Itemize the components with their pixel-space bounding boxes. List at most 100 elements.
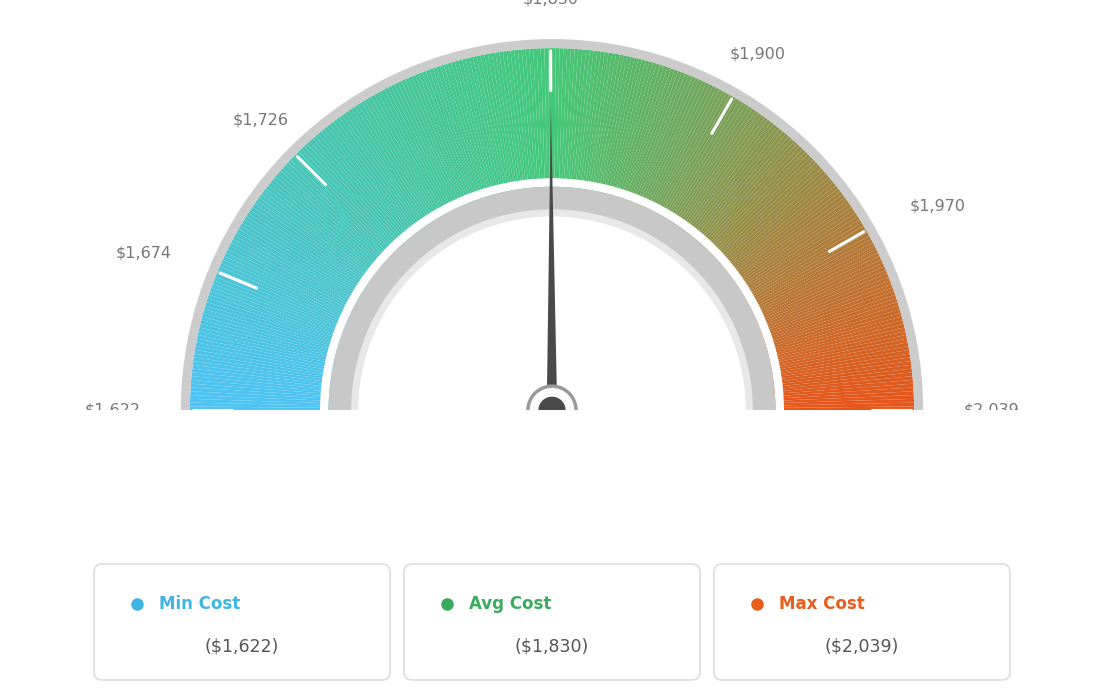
Wedge shape bbox=[238, 226, 362, 300]
Wedge shape bbox=[771, 357, 911, 380]
Wedge shape bbox=[665, 99, 740, 221]
Wedge shape bbox=[601, 57, 635, 195]
Wedge shape bbox=[327, 124, 416, 237]
Wedge shape bbox=[746, 239, 873, 308]
Wedge shape bbox=[518, 50, 533, 190]
Wedge shape bbox=[573, 50, 590, 190]
Wedge shape bbox=[349, 108, 429, 228]
Wedge shape bbox=[766, 324, 904, 359]
Wedge shape bbox=[593, 55, 624, 194]
Wedge shape bbox=[655, 89, 723, 216]
Wedge shape bbox=[211, 284, 346, 335]
Wedge shape bbox=[680, 115, 765, 232]
Wedge shape bbox=[275, 174, 385, 268]
Text: $1,622: $1,622 bbox=[84, 403, 140, 417]
Wedge shape bbox=[354, 104, 434, 225]
Wedge shape bbox=[321, 129, 413, 240]
Wedge shape bbox=[749, 246, 877, 312]
Wedge shape bbox=[461, 59, 499, 197]
Wedge shape bbox=[181, 39, 923, 410]
Wedge shape bbox=[426, 70, 477, 204]
Wedge shape bbox=[450, 61, 492, 198]
Wedge shape bbox=[318, 131, 412, 241]
Wedge shape bbox=[740, 219, 862, 296]
Wedge shape bbox=[758, 280, 891, 333]
Wedge shape bbox=[190, 388, 332, 399]
Wedge shape bbox=[195, 342, 336, 371]
Wedge shape bbox=[216, 270, 349, 327]
Wedge shape bbox=[194, 350, 335, 375]
Wedge shape bbox=[418, 72, 473, 205]
Wedge shape bbox=[692, 131, 786, 241]
Wedge shape bbox=[241, 223, 363, 298]
Wedge shape bbox=[668, 102, 746, 224]
Wedge shape bbox=[662, 97, 736, 220]
Wedge shape bbox=[496, 52, 520, 193]
Wedge shape bbox=[262, 191, 376, 279]
Wedge shape bbox=[320, 178, 784, 410]
Wedge shape bbox=[571, 50, 586, 190]
Wedge shape bbox=[765, 317, 903, 355]
Wedge shape bbox=[194, 353, 335, 378]
Wedge shape bbox=[591, 54, 619, 193]
Wedge shape bbox=[280, 168, 388, 264]
Wedge shape bbox=[499, 52, 522, 192]
Wedge shape bbox=[466, 58, 501, 196]
Wedge shape bbox=[273, 177, 383, 270]
Wedge shape bbox=[752, 256, 881, 318]
Wedge shape bbox=[584, 52, 608, 193]
Wedge shape bbox=[522, 49, 535, 190]
Wedge shape bbox=[658, 93, 730, 218]
Wedge shape bbox=[636, 75, 692, 207]
Wedge shape bbox=[283, 165, 390, 263]
Circle shape bbox=[539, 397, 565, 424]
Wedge shape bbox=[648, 84, 713, 213]
Wedge shape bbox=[544, 48, 550, 190]
Wedge shape bbox=[689, 126, 779, 239]
Wedge shape bbox=[391, 84, 456, 213]
Wedge shape bbox=[312, 136, 407, 245]
Text: Avg Cost: Avg Cost bbox=[469, 595, 551, 613]
Wedge shape bbox=[580, 51, 602, 192]
Wedge shape bbox=[694, 134, 788, 243]
Wedge shape bbox=[455, 61, 495, 197]
Wedge shape bbox=[769, 346, 909, 373]
Wedge shape bbox=[596, 55, 627, 195]
Wedge shape bbox=[708, 154, 810, 256]
Wedge shape bbox=[683, 119, 771, 235]
Wedge shape bbox=[278, 170, 386, 266]
Wedge shape bbox=[333, 119, 421, 235]
Wedge shape bbox=[537, 48, 545, 190]
Wedge shape bbox=[718, 170, 826, 266]
Wedge shape bbox=[701, 144, 800, 249]
Wedge shape bbox=[725, 186, 838, 275]
Wedge shape bbox=[485, 54, 513, 193]
Wedge shape bbox=[330, 121, 418, 236]
Wedge shape bbox=[719, 174, 829, 268]
Text: Max Cost: Max Cost bbox=[779, 595, 864, 613]
Wedge shape bbox=[761, 291, 895, 339]
Wedge shape bbox=[190, 391, 331, 401]
Wedge shape bbox=[458, 59, 497, 197]
Wedge shape bbox=[329, 187, 775, 410]
FancyBboxPatch shape bbox=[94, 564, 390, 680]
Wedge shape bbox=[255, 200, 372, 284]
Wedge shape bbox=[208, 295, 343, 342]
Wedge shape bbox=[743, 229, 868, 302]
Wedge shape bbox=[227, 246, 355, 312]
Wedge shape bbox=[575, 50, 594, 191]
Wedge shape bbox=[742, 226, 866, 300]
Wedge shape bbox=[559, 48, 567, 190]
Wedge shape bbox=[223, 256, 352, 318]
Wedge shape bbox=[618, 65, 664, 200]
Wedge shape bbox=[433, 67, 481, 201]
Wedge shape bbox=[507, 50, 527, 191]
Wedge shape bbox=[678, 113, 762, 230]
Wedge shape bbox=[714, 165, 821, 263]
Wedge shape bbox=[231, 239, 358, 308]
Wedge shape bbox=[253, 204, 371, 286]
Wedge shape bbox=[728, 191, 842, 279]
Wedge shape bbox=[266, 186, 379, 275]
Wedge shape bbox=[716, 168, 824, 264]
Wedge shape bbox=[756, 273, 889, 329]
